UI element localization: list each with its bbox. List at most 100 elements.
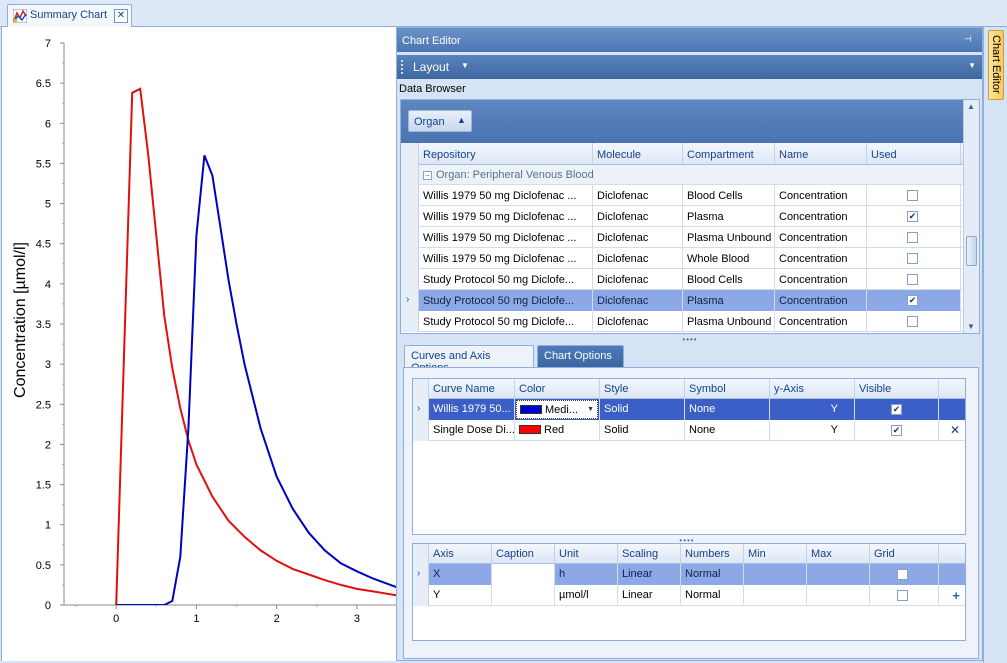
axis-min-cell[interactable]	[744, 585, 807, 606]
visible-checkbox[interactable]	[891, 425, 902, 436]
scroll-down-icon[interactable]: ▼	[967, 322, 975, 331]
column-header-symbol[interactable]: Symbol	[685, 379, 770, 399]
column-header-unit[interactable]: Unit	[555, 544, 618, 564]
data-browser-row[interactable]: Willis 1979 50 mg Diclofenac ... Diclofen…	[401, 227, 963, 248]
axis-caption-cell[interactable]	[492, 564, 555, 585]
axis-axis-cell[interactable]: X	[429, 564, 492, 585]
cell-name: Concentration	[775, 290, 867, 311]
axis-scaling-cell[interactable]: Linear	[618, 564, 681, 585]
column-header-repository[interactable]: Repository	[419, 143, 593, 164]
toolbar-grip-icon[interactable]	[401, 60, 404, 74]
used-checkbox[interactable]	[907, 316, 918, 327]
curve-color-cell[interactable]: Medi... ▼	[515, 399, 600, 420]
column-header-max[interactable]: Max	[807, 544, 870, 564]
layout-button[interactable]: Layout	[413, 60, 450, 74]
column-header-caption[interactable]: Caption	[492, 544, 555, 564]
curve-symbol-cell[interactable]: None	[685, 420, 770, 441]
grid-checkbox[interactable]	[897, 569, 908, 580]
curve-y-axis-cell[interactable]: Y	[770, 399, 855, 420]
column-header-scaling[interactable]: Scaling	[618, 544, 681, 564]
axis-unit-cell[interactable]: µmol/l	[555, 585, 618, 606]
chart-editor-side-tab[interactable]: Chart Editor	[988, 30, 1004, 100]
axis-caption-cell[interactable]	[492, 585, 555, 606]
column-header-y-axis[interactable]: y-Axis	[770, 379, 855, 399]
curve-axis-splitter[interactable]: ••••	[679, 536, 695, 545]
group-row[interactable]: − Organ: Peripheral Venous Blood	[401, 165, 963, 185]
series-line-0[interactable]	[115, 87, 397, 605]
summary-chart[interactable]: 0 0.5 1 1.5 2 2.5 3 3.5 4 4.5 5 5.5 6 6.5 7 0 1 2 3 Concent…	[1, 27, 397, 661]
layout-toolbar: Layout ▼ ▼	[397, 55, 982, 79]
curve-style-cell[interactable]: Solid	[600, 399, 685, 420]
toolbar-overflow-icon[interactable]: ▼	[968, 61, 976, 70]
series-line-1[interactable]	[116, 155, 397, 605]
column-header-style[interactable]: Style	[600, 379, 685, 399]
cell-molecule: Diclofenac	[593, 227, 683, 248]
tab-curves-and-axis-options[interactable]: Curves and Axis Options	[404, 345, 534, 374]
data-browser-row[interactable]: › Study Protocol 50 mg Diclofe... Diclofen…	[401, 290, 963, 311]
curve-row[interactable]: › Willis 1979 50... Medi... ▼ Solid None Y	[413, 399, 965, 420]
cell-compartment: Blood Cells	[683, 185, 775, 206]
scroll-up-icon[interactable]: ▲	[967, 102, 975, 111]
used-checkbox[interactable]	[907, 211, 918, 222]
browser-splitter[interactable]: ••••	[682, 335, 698, 344]
curve-style-cell[interactable]: Solid	[600, 420, 685, 441]
axis-scaling-cell[interactable]: Linear	[618, 585, 681, 606]
data-browser-row[interactable]: Study Protocol 50 mg Diclofe... Diclofena…	[401, 311, 963, 332]
axis-min-cell[interactable]	[744, 564, 807, 585]
axis-unit-cell[interactable]: h	[555, 564, 618, 585]
used-checkbox[interactable]	[907, 253, 918, 264]
group-by-organ-chip[interactable]: Organ ▲	[408, 110, 472, 132]
y-tick-label: 6	[45, 118, 51, 130]
used-checkbox[interactable]	[907, 295, 918, 306]
column-header-color[interactable]: Color	[515, 379, 600, 399]
data-browser-row[interactable]: Willis 1979 50 mg Diclofenac ... Diclofen…	[401, 248, 963, 269]
close-icon[interactable]: ✕	[114, 9, 128, 23]
used-checkbox[interactable]	[907, 274, 918, 285]
column-header-curve-name[interactable]: Curve Name	[429, 379, 515, 399]
column-header-molecule[interactable]: Molecule	[593, 143, 683, 164]
axis-numbers-cell[interactable]: Normal	[681, 564, 744, 585]
axis-max-cell[interactable]	[807, 585, 870, 606]
curve-name-cell[interactable]: Willis 1979 50...	[429, 399, 515, 420]
y-tick-label: 5	[45, 199, 51, 211]
pin-icon[interactable]: ⊣	[964, 34, 972, 44]
curve-name-cell[interactable]: Single Dose Di...	[429, 420, 515, 441]
column-header-compartment[interactable]: Compartment	[683, 143, 775, 164]
data-browser-scrollbar[interactable]: ▲ ▼	[963, 100, 979, 333]
column-header-visible[interactable]: Visible	[855, 379, 939, 399]
curve-symbol-cell[interactable]: None	[685, 399, 770, 420]
axis-max-cell[interactable]	[807, 564, 870, 585]
collapse-icon[interactable]: −	[423, 171, 432, 180]
chevron-down-icon[interactable]: ▼	[461, 61, 469, 70]
chevron-down-icon[interactable]: ▼	[587, 406, 594, 413]
curve-color-cell[interactable]: Red	[515, 420, 600, 441]
column-header-name[interactable]: Name	[775, 143, 867, 164]
used-checkbox[interactable]	[907, 232, 918, 243]
row-indicator-header	[401, 143, 419, 165]
y-tick-label: 1.5	[36, 480, 51, 492]
scrollbar-thumb[interactable]	[966, 236, 977, 266]
used-checkbox[interactable]	[907, 190, 918, 201]
column-header-used[interactable]: Used	[867, 143, 961, 164]
tab-chart-options[interactable]: Chart Options	[537, 345, 624, 367]
data-browser-row[interactable]: Willis 1979 50 mg Diclofenac ... Diclofen…	[401, 206, 963, 227]
axis-axis-cell[interactable]: Y	[429, 585, 492, 606]
axis-numbers-cell[interactable]: Normal	[681, 585, 744, 606]
visible-checkbox[interactable]	[891, 404, 902, 415]
grid-checkbox[interactable]	[897, 590, 908, 601]
summary-chart-tab[interactable]: Summary Chart ✕	[7, 4, 132, 28]
color-dropdown[interactable]: Medi... ▼	[516, 400, 598, 419]
add-axis-icon[interactable]: +	[952, 588, 960, 603]
remove-curve-icon[interactable]: ✕	[949, 423, 960, 437]
data-browser-row[interactable]: Willis 1979 50 mg Diclofenac ... Diclofen…	[401, 185, 963, 206]
column-header-min[interactable]: Min	[744, 544, 807, 564]
column-header-grid[interactable]: Grid	[870, 544, 939, 564]
column-header-numbers[interactable]: Numbers	[681, 544, 744, 564]
data-browser-row[interactable]: Study Protocol 50 mg Diclofe... Diclofena…	[401, 269, 963, 290]
column-header-axis[interactable]: Axis	[429, 544, 492, 564]
curve-y-axis-cell[interactable]: Y	[770, 420, 855, 441]
cell-name: Concentration	[775, 311, 867, 332]
